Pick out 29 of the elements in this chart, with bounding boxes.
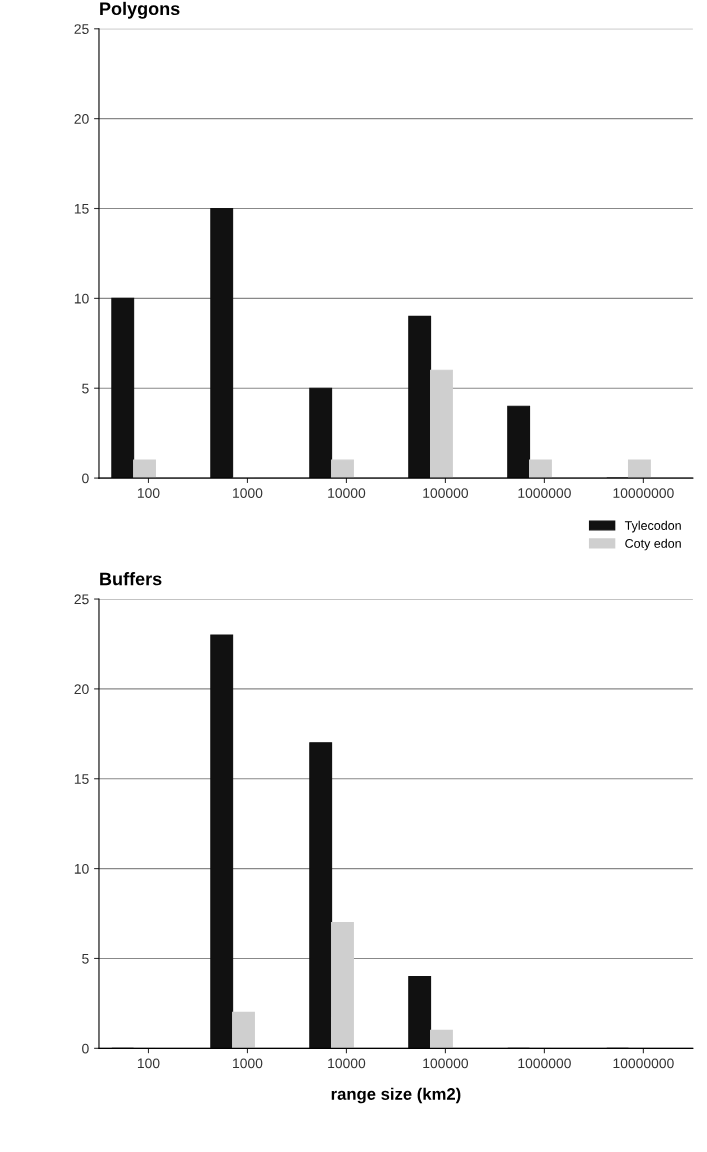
chart-title: Polygons: [100, 1, 180, 19]
y-tick-label: 20: [74, 684, 89, 695]
y-tick-label: 0: [82, 473, 89, 484]
x-tick-label: 100000: [423, 488, 469, 498]
y-tick-label: 15: [74, 774, 89, 784]
x-tick-label: 10000: [328, 488, 366, 498]
legend-label: Coty edon: [625, 538, 681, 551]
chart-title: Buffers: [100, 572, 162, 586]
x-tick-label: 1000000: [518, 1058, 571, 1069]
x-tick-label: 1000: [233, 488, 263, 498]
x-tick-label: 1000: [233, 1058, 263, 1069]
x-tick-label: 10000: [328, 1058, 366, 1069]
y-tick-label: 10: [74, 863, 89, 874]
x-axis-title: range size (km2): [331, 1087, 461, 1104]
y-tick-label: 5: [82, 953, 89, 964]
y-tick-label: 0: [82, 1043, 89, 1054]
x-tick-label: 1000000: [518, 488, 571, 498]
x-tick-label: 10000000: [613, 488, 674, 498]
x-tick-label: 10000000: [613, 1058, 674, 1069]
legend-label: Tylecodon: [624, 520, 681, 533]
y-tick-label: 5: [82, 383, 89, 394]
x-tick-label: 100: [137, 488, 160, 498]
y-tick-label: 25: [74, 24, 89, 34]
y-tick-label: 20: [74, 113, 89, 124]
y-tick-label: 15: [74, 203, 89, 214]
x-tick-label: 100: [137, 1058, 160, 1069]
y-tick-label: 25: [74, 594, 89, 605]
y-tick-label: 10: [74, 293, 89, 304]
x-tick-label: 100000: [423, 1058, 469, 1069]
